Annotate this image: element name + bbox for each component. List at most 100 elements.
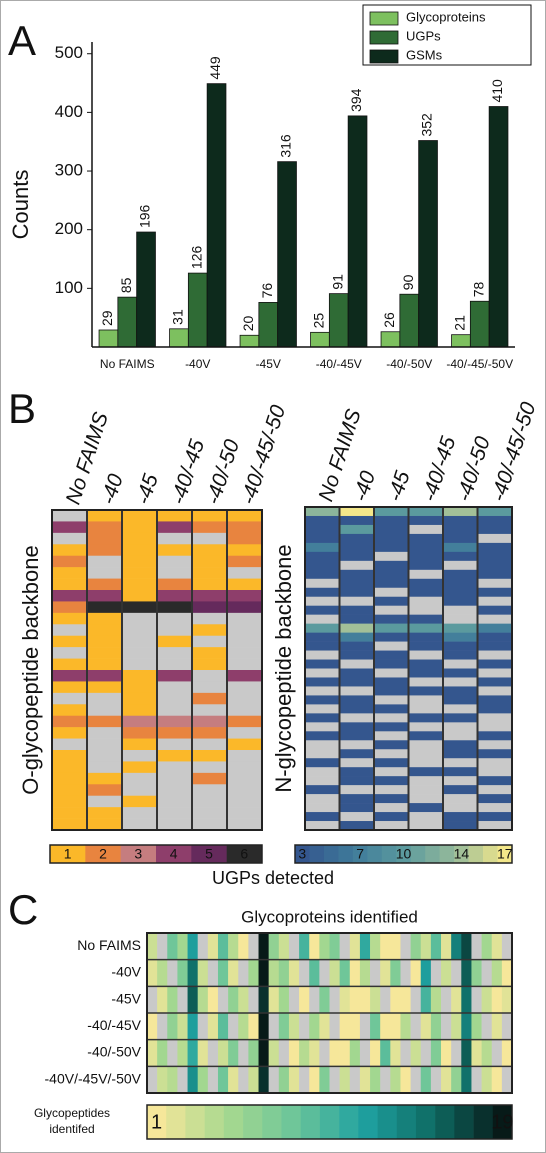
- heatmap-cell: [87, 510, 123, 522]
- empty-cell: [87, 692, 123, 705]
- colorbar-block: [410, 845, 426, 863]
- empty-cell: [408, 596, 444, 606]
- colorbar-block: [483, 845, 498, 863]
- empty-cell: [305, 740, 340, 750]
- heatmap-cell: [52, 818, 88, 831]
- colorbar-block: [147, 1105, 167, 1139]
- y-axis-label: N-glycopeptide backbone: [271, 544, 296, 792]
- heatmap-cell: [228, 1039, 239, 1067]
- heatmap-cell: [430, 933, 442, 960]
- value-label: 410: [489, 79, 505, 103]
- heatmap-cell: [305, 641, 340, 651]
- heatmap-cell: [207, 933, 219, 960]
- colorbar-tick-label: 14: [454, 846, 470, 862]
- empty-cell: [157, 818, 193, 831]
- empty-cell: [228, 1013, 239, 1040]
- heatmap-cell: [87, 590, 123, 602]
- heatmap-cell: [410, 933, 422, 960]
- empty-cell: [339, 758, 375, 768]
- empty-cell: [122, 624, 158, 637]
- heatmap-cell: [52, 807, 88, 819]
- empty-cell: [147, 1066, 158, 1094]
- heatmap-cell: [374, 524, 409, 535]
- heatmap-cell: [374, 794, 409, 804]
- heatmap-cell: [481, 1039, 493, 1067]
- empty-cell: [477, 758, 513, 768]
- heatmap-cell: [305, 677, 340, 687]
- empty-cell: [305, 578, 340, 589]
- empty-cell: [380, 1066, 391, 1094]
- empty-cell: [207, 1039, 219, 1067]
- heatmap-cell: [374, 596, 409, 606]
- heatmap-cell: [288, 1039, 300, 1067]
- colorbar-block: [396, 1105, 417, 1139]
- empty-cell: [227, 750, 263, 762]
- heatmap-cell: [192, 601, 228, 614]
- empty-cell: [197, 1013, 209, 1040]
- heatmap-cell: [471, 1039, 482, 1067]
- empty-cell: [122, 784, 158, 797]
- empty-cell: [227, 727, 263, 739]
- heatmap-cell: [228, 933, 239, 960]
- empty-cell: [157, 784, 193, 797]
- heatmap-cell: [471, 1013, 482, 1040]
- value-label: 20: [240, 315, 256, 331]
- heatmap-cell: [339, 767, 375, 777]
- colorbar-block: [262, 1105, 282, 1139]
- empty-cell: [441, 986, 452, 1014]
- heatmap-cell: [374, 686, 409, 696]
- heatmap-cell: [374, 704, 409, 714]
- empty-cell: [197, 933, 209, 960]
- empty-cell: [374, 551, 409, 562]
- heatmap-cell: [477, 704, 513, 714]
- empty-cell: [359, 1039, 371, 1067]
- heatmap-cell: [177, 959, 188, 987]
- empty-cell: [87, 567, 123, 579]
- heatmap-cell: [430, 1039, 442, 1067]
- colorbar-tick-label: 3: [134, 846, 142, 862]
- empty-cell: [305, 650, 340, 660]
- bar: [169, 328, 189, 348]
- heatmap-cell: [278, 1066, 290, 1094]
- empty-cell: [451, 1039, 462, 1067]
- heatmap-cell: [305, 758, 340, 768]
- value-label: 26: [381, 312, 397, 328]
- value-label: 316: [278, 134, 294, 158]
- colorbar-block: [120, 845, 157, 863]
- heatmap-cell: [305, 560, 340, 571]
- empty-cell: [408, 569, 444, 580]
- heatmap-cell: [122, 521, 158, 534]
- heatmap-cell: [329, 959, 340, 987]
- heatmap-cell: [443, 668, 478, 678]
- heatmap-cell: [339, 533, 375, 544]
- heatmap-cell: [207, 1013, 219, 1040]
- empty-cell: [87, 761, 123, 774]
- heatmap-cell: [370, 1013, 381, 1040]
- heatmap-cell: [157, 590, 193, 602]
- empty-cell: [122, 612, 158, 625]
- heatmap-cell: [288, 1066, 300, 1094]
- heatmap-cell: [122, 727, 158, 739]
- empty-cell: [192, 738, 228, 751]
- heatmap-cell: [339, 986, 351, 1014]
- heatmap-cell: [122, 704, 158, 717]
- heatmap-cell: [339, 1039, 351, 1067]
- empty-cell: [52, 692, 88, 705]
- colorbar-block: [435, 1105, 455, 1139]
- heatmap-cell: [52, 772, 88, 785]
- colorbar-block: [338, 845, 354, 863]
- heatmap-cell: [408, 542, 444, 553]
- empty-cell: [408, 722, 444, 732]
- empty-cell: [305, 803, 340, 813]
- empty-cell: [420, 1039, 432, 1067]
- empty-cell: [451, 959, 462, 987]
- heatmap-cell: [430, 1013, 442, 1040]
- empty-cell: [319, 1039, 330, 1067]
- empty-cell: [430, 1066, 442, 1094]
- empty-cell: [339, 933, 351, 960]
- heatmap-cell: [238, 986, 249, 1014]
- colorbar-block: [381, 845, 397, 863]
- heatmap-cell: [410, 1039, 422, 1067]
- heatmap-cell: [441, 1066, 452, 1094]
- heatmap-cell: [374, 578, 409, 589]
